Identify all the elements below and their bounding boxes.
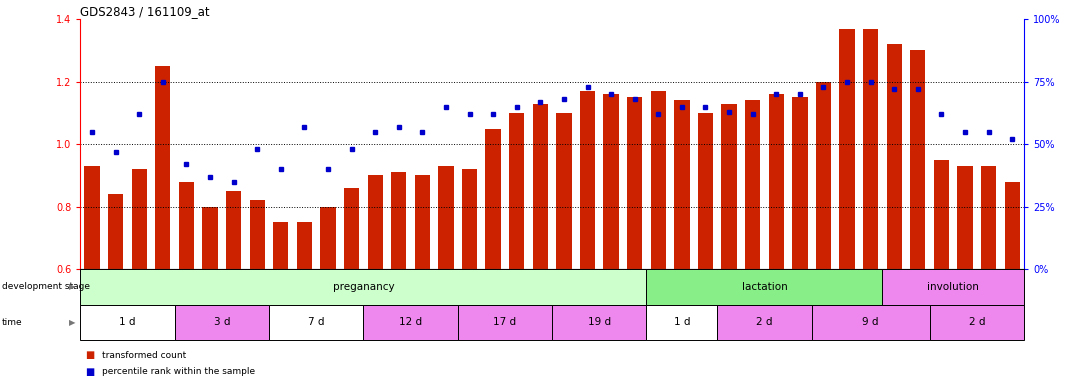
- Bar: [202, 207, 217, 269]
- Bar: [911, 50, 926, 269]
- Text: 19 d: 19 d: [587, 317, 611, 327]
- Bar: [1005, 182, 1020, 269]
- Bar: [155, 66, 170, 269]
- Bar: [646, 269, 883, 305]
- Text: ■: ■: [86, 350, 95, 360]
- Bar: [981, 166, 996, 269]
- Bar: [249, 200, 265, 269]
- Text: 1 d: 1 d: [119, 317, 136, 327]
- Bar: [486, 129, 501, 269]
- Bar: [320, 207, 336, 269]
- Bar: [698, 113, 713, 269]
- Bar: [930, 305, 1024, 340]
- Text: 3 d: 3 d: [214, 317, 230, 327]
- Text: involution: involution: [928, 282, 979, 292]
- Text: 17 d: 17 d: [493, 317, 517, 327]
- Bar: [768, 94, 784, 269]
- Text: ■: ■: [86, 367, 95, 377]
- Text: ▶: ▶: [68, 318, 75, 327]
- Bar: [580, 91, 595, 269]
- Bar: [533, 104, 548, 269]
- Bar: [509, 113, 524, 269]
- Bar: [934, 160, 949, 269]
- Text: percentile rank within the sample: percentile rank within the sample: [102, 367, 255, 376]
- Bar: [792, 97, 808, 269]
- Text: 12 d: 12 d: [399, 317, 423, 327]
- Text: GDS2843 / 161109_at: GDS2843 / 161109_at: [80, 5, 210, 18]
- Bar: [174, 305, 269, 340]
- Bar: [108, 194, 123, 269]
- Bar: [646, 305, 717, 340]
- Bar: [226, 191, 241, 269]
- Bar: [80, 305, 174, 340]
- Text: 9 d: 9 d: [862, 317, 878, 327]
- Bar: [839, 28, 855, 269]
- Bar: [883, 269, 1024, 305]
- Text: preganancy: preganancy: [333, 282, 394, 292]
- Bar: [392, 172, 407, 269]
- Bar: [296, 222, 312, 269]
- Bar: [717, 305, 812, 340]
- Bar: [415, 175, 430, 269]
- Bar: [80, 269, 646, 305]
- Bar: [556, 113, 571, 269]
- Text: 7 d: 7 d: [308, 317, 324, 327]
- Bar: [815, 82, 831, 269]
- Text: lactation: lactation: [742, 282, 788, 292]
- Text: 2 d: 2 d: [756, 317, 773, 327]
- Text: development stage: development stage: [2, 282, 90, 291]
- Bar: [367, 175, 383, 269]
- Bar: [887, 44, 902, 269]
- Bar: [439, 166, 454, 269]
- Bar: [745, 101, 761, 269]
- Text: time: time: [2, 318, 22, 327]
- Bar: [269, 305, 364, 340]
- Bar: [273, 222, 289, 269]
- Bar: [552, 305, 646, 340]
- Bar: [674, 101, 689, 269]
- Bar: [958, 166, 973, 269]
- Bar: [721, 104, 737, 269]
- Bar: [627, 97, 642, 269]
- Bar: [458, 305, 552, 340]
- Bar: [179, 182, 194, 269]
- Text: transformed count: transformed count: [102, 351, 186, 360]
- Bar: [812, 305, 930, 340]
- Bar: [462, 169, 477, 269]
- Bar: [863, 28, 878, 269]
- Bar: [343, 188, 360, 269]
- Bar: [364, 305, 458, 340]
- Text: ▶: ▶: [68, 282, 75, 291]
- Text: 2 d: 2 d: [968, 317, 985, 327]
- Bar: [651, 91, 666, 269]
- Bar: [132, 169, 147, 269]
- Bar: [603, 94, 618, 269]
- Bar: [85, 166, 100, 269]
- Text: 1 d: 1 d: [674, 317, 690, 327]
